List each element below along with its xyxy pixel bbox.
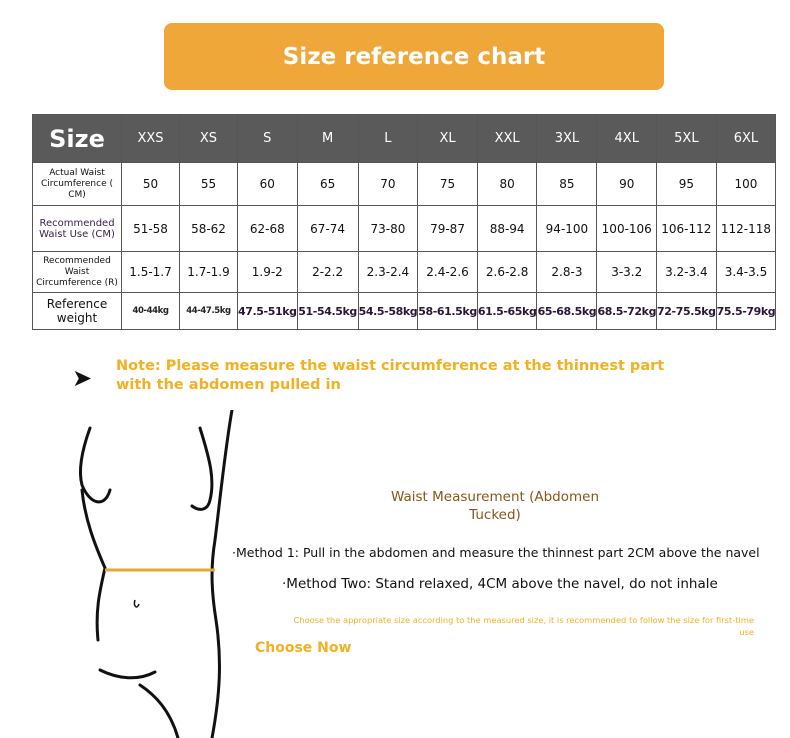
size-header-xs: XS <box>179 114 238 163</box>
table-cell: 80 <box>476 162 538 206</box>
table-cell: 51-54.5kg <box>296 292 359 330</box>
size-header-4xl: 4XL <box>596 114 658 163</box>
table-cell: 44-47.5kg <box>179 292 238 330</box>
table-cell: 2.3-2.4 <box>357 251 419 293</box>
table-cell: 75.5-79kg <box>715 292 777 330</box>
table-cell: 2.8-3 <box>536 251 598 293</box>
table-cell: 95 <box>656 162 717 206</box>
table-cell: 58-62 <box>179 205 238 252</box>
body-outline-illustration <box>78 410 234 738</box>
size-header-3xl: 3XL <box>536 114 598 163</box>
measurement-title: Waist Measurement (Abdomen Tucked) <box>390 489 599 523</box>
row-label: Recommended Waist Circumference (R) <box>32 251 122 293</box>
size-header-m: M <box>296 114 359 163</box>
row-label: Reference weight <box>32 292 122 330</box>
table-cell: 94-100 <box>536 205 598 252</box>
size-header-xxl: XXL <box>476 114 538 163</box>
table-cell: 100 <box>715 162 777 206</box>
table-cell: 65 <box>296 162 359 206</box>
table-cell: 3-3.2 <box>596 251 658 293</box>
table-cell: 100-106 <box>596 205 658 252</box>
table-cell: 88-94 <box>476 205 538 252</box>
table-cell: 60 <box>237 162 298 206</box>
table-cell: 2.6-2.8 <box>476 251 538 293</box>
table-cell: 2.4-2.6 <box>417 251 478 293</box>
size-header-xl: XL <box>417 114 478 163</box>
measure-note: Note: Please measure the waist circumfer… <box>116 358 665 393</box>
table-cell: 85 <box>536 162 598 206</box>
table-cell: 1.9-2 <box>237 251 298 293</box>
table-cell: 2-2.2 <box>296 251 359 293</box>
size-header-xxs: XXS <box>121 114 180 163</box>
arrow-icon: ➤ <box>72 364 93 392</box>
size-header-l: L <box>357 114 419 163</box>
size-advice: Choose the appropriate size according to… <box>258 614 754 638</box>
size-advice-line1: Choose the appropriate size according to… <box>293 615 754 625</box>
table-cell: 1.5-1.7 <box>121 251 180 293</box>
method-1-text: ·Method 1: Pull in the abdomen and measu… <box>232 545 760 560</box>
table-cell: 106-112 <box>656 205 717 252</box>
table-cell: 1.7-1.9 <box>179 251 238 293</box>
table-cell: 3.2-3.4 <box>656 251 717 293</box>
table-cell: 58-61.5kg <box>417 292 478 330</box>
table-row: Reference weight 40-44kg 44-47.5kg 47.5-51k… <box>32 292 777 330</box>
choose-now-link[interactable]: Choose Now <box>255 640 352 656</box>
table-cell: 79-87 <box>417 205 478 252</box>
table-cell: 47.5-51kg <box>237 292 298 330</box>
method-2-text: ·Method Two: Stand relaxed, 4CM above th… <box>282 576 718 592</box>
table-cell: 50 <box>121 162 180 206</box>
table-cell: 112-118 <box>715 205 777 252</box>
size-header-5xl: 5XL <box>656 114 717 163</box>
size-header: Size <box>32 114 122 163</box>
table-row: Recommended Waist Use (CM) 51-58 58-62 62-6… <box>32 205 777 252</box>
row-label: Recommended Waist Use (CM) <box>32 205 122 252</box>
banner-title: Size reference chart <box>164 23 664 90</box>
table-cell: 3.4-3.5 <box>715 251 777 293</box>
table-cell: 68.5-72kg <box>596 292 658 330</box>
size-header-6xl: 6XL <box>715 114 777 163</box>
size-header-s: S <box>237 114 298 163</box>
table-cell: 65-68.5kg <box>536 292 598 330</box>
table-row: Recommended Waist Circumference (R) 1.5-1… <box>32 251 777 293</box>
table-cell: 72-75.5kg <box>656 292 717 330</box>
size-advice-line2: use <box>739 627 754 637</box>
table-cell: 62-68 <box>237 205 298 252</box>
table-row: Actual Waist Circumference ( CM) 50 55 60 65… <box>32 162 777 206</box>
table-cell: 90 <box>596 162 658 206</box>
size-table: Size XXS XS S M L XL XXL 3XL 4XL 5XL 6XL Actual Wai… <box>32 114 777 330</box>
table-cell: 54.5-58kg <box>357 292 419 330</box>
row-label: Actual Waist Circumference ( CM) <box>32 162 122 206</box>
table-cell: 61.5-65kg <box>476 292 538 330</box>
table-cell: 40-44kg <box>121 292 180 330</box>
table-cell: 67-74 <box>296 205 359 252</box>
table-cell: 55 <box>179 162 238 206</box>
table-cell: 51-58 <box>121 205 180 252</box>
table-cell: 70 <box>357 162 419 206</box>
table-cell: 73-80 <box>357 205 419 252</box>
table-cell: 75 <box>417 162 478 206</box>
